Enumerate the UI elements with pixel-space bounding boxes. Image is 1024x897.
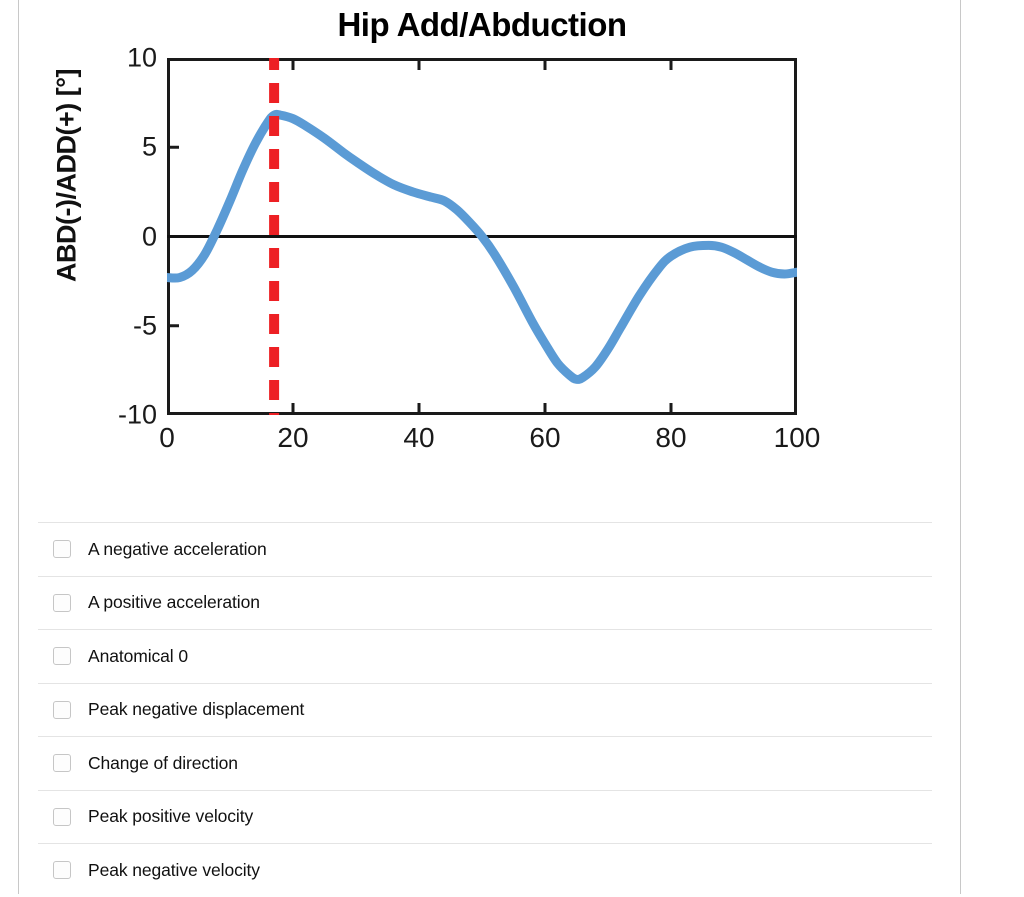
checkbox-icon-1[interactable] (53, 593, 71, 612)
option-row-6[interactable]: Peak negative velocity (38, 843, 932, 897)
x-tick-label: 20 (277, 422, 309, 453)
chart-title: Hip Add/Abduction (337, 6, 627, 43)
y-axis-tick-labels: 10 5 0 -5 -10 (95, 43, 157, 430)
x-tick-label: 40 (403, 422, 435, 453)
hip-add-abduction-figure: Hip Add/Abduction ABD(-)/ADD(+) [°] 10 5 0… (0, 0, 900, 490)
checkbox-icon-0[interactable] (53, 540, 71, 559)
option-label-5: Peak positive velocity (88, 806, 254, 827)
x-tick-label: 100 (773, 422, 821, 453)
checkbox-icon-3[interactable] (53, 700, 71, 719)
option-label-4: Change of direction (88, 752, 238, 773)
x-axis-ticks (291, 58, 673, 415)
answer-options-list: A negative acceleration A positive accel… (38, 522, 932, 897)
y-tick-label: 10 (126, 42, 157, 73)
y-tick-label: -10 (117, 399, 157, 430)
option-label-3: Peak negative displacement (88, 699, 305, 720)
page-right-rule (960, 0, 961, 894)
option-label-6: Peak negative velocity (88, 859, 260, 880)
checkbox-icon-5[interactable] (53, 807, 71, 826)
data-series-line (167, 109, 797, 384)
option-label-0: A negative acceleration (88, 538, 267, 559)
checkbox-icon-4[interactable] (53, 754, 71, 773)
y-tick-label: -5 (132, 310, 157, 341)
option-row-4[interactable]: Change of direction (38, 736, 932, 790)
option-row-5[interactable]: Peak positive velocity (38, 789, 932, 844)
x-tick-label: 80 (655, 422, 687, 453)
checkbox-icon-2[interactable] (53, 647, 71, 666)
x-tick-label: 60 (529, 422, 561, 453)
x-axis-tick-labels: 0 20 40 60 80 100 (159, 422, 820, 462)
x-tick-label: 0 (159, 422, 175, 453)
option-row-3[interactable]: Peak negative displacement (38, 682, 932, 737)
page-left-rule (18, 0, 19, 894)
y-tick-label: 5 (141, 131, 157, 162)
option-row-2[interactable]: Anatomical 0 (38, 629, 932, 683)
option-row-1[interactable]: A positive acceleration (38, 575, 932, 630)
y-tick-label: 0 (141, 221, 157, 251)
y-axis-label: ABD(-)/ADD(+) [°] (51, 69, 82, 282)
chart-plot-area (167, 58, 797, 415)
y-axis-ticks (167, 145, 179, 328)
option-row-0[interactable]: A negative acceleration (38, 522, 932, 576)
checkbox-icon-6[interactable] (53, 861, 71, 880)
option-label-1: A positive acceleration (88, 592, 260, 613)
option-label-2: Anatomical 0 (88, 645, 188, 666)
